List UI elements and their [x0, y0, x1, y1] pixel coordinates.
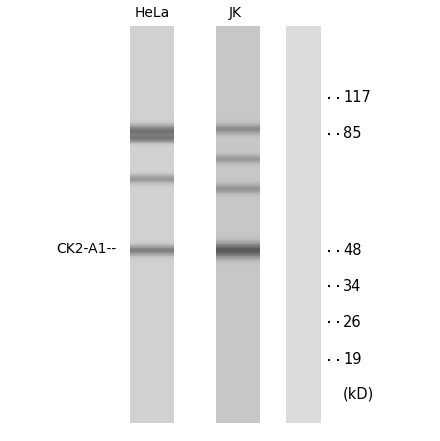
Text: 48: 48 — [343, 243, 362, 258]
Text: 34: 34 — [343, 279, 362, 294]
Text: HeLa: HeLa — [134, 6, 169, 20]
Text: (kD): (kD) — [343, 386, 374, 401]
Text: CK2-A1--: CK2-A1-- — [56, 242, 117, 256]
Text: 19: 19 — [343, 352, 362, 367]
Text: 26: 26 — [343, 314, 362, 330]
Text: 117: 117 — [343, 90, 371, 105]
Text: JK: JK — [229, 6, 242, 20]
Text: 85: 85 — [343, 126, 362, 141]
